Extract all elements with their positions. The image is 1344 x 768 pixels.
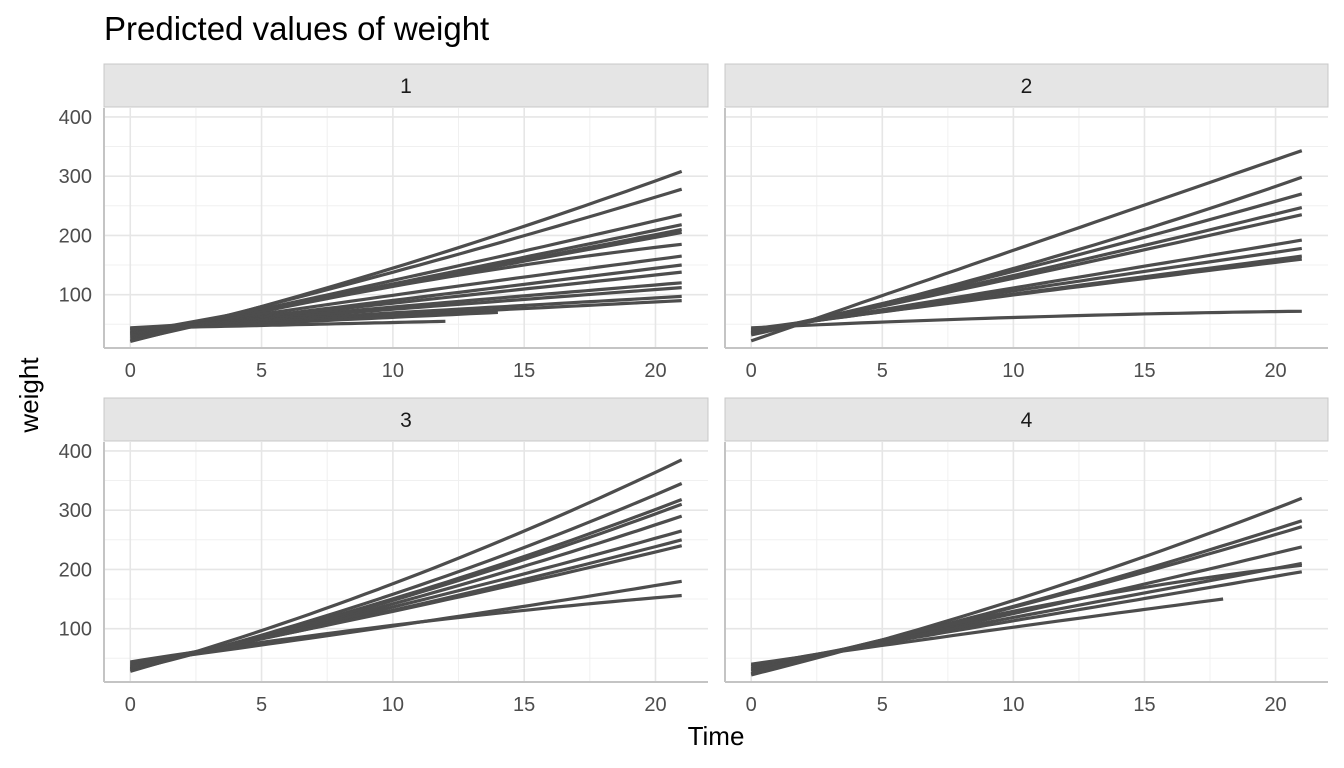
y-axis-label: weight bbox=[14, 357, 44, 434]
series-line bbox=[751, 309, 1302, 330]
y-tick-label: 300 bbox=[59, 166, 92, 188]
facet-strip bbox=[103, 397, 709, 442]
x-tick-label: 15 bbox=[513, 360, 535, 382]
y-tick-label: 300 bbox=[59, 500, 92, 522]
facet-strip-label: 1 bbox=[400, 75, 412, 98]
facet-panel-3: 3 0 5 10 15 20 100 200 300 400 bbox=[59, 397, 709, 716]
series-line bbox=[130, 319, 446, 330]
x-tick-label: 5 bbox=[256, 694, 267, 716]
x-tick-label: 20 bbox=[644, 360, 666, 382]
series-line bbox=[129, 498, 683, 671]
x-tick-label: 15 bbox=[513, 694, 535, 716]
x-tick-label: 10 bbox=[382, 360, 404, 382]
series-line bbox=[750, 149, 1303, 343]
series-line bbox=[130, 544, 683, 666]
x-tick-label: 0 bbox=[125, 694, 136, 716]
facet-strip bbox=[724, 63, 1329, 108]
x-tick-label: 15 bbox=[1133, 360, 1155, 382]
facet-panel-4: 4 0 5 10 15 20 bbox=[724, 397, 1329, 716]
x-tick-label: 10 bbox=[1002, 694, 1024, 716]
y-tick-label: 400 bbox=[59, 107, 92, 129]
y-tick-label: 200 bbox=[59, 559, 92, 581]
x-tick-label: 20 bbox=[1264, 360, 1286, 382]
x-axis-label: Time bbox=[688, 721, 745, 751]
x-tick-label: 20 bbox=[644, 694, 666, 716]
facet-strip bbox=[724, 397, 1329, 442]
x-tick-label: 10 bbox=[1002, 360, 1024, 382]
x-tick-label: 10 bbox=[382, 694, 404, 716]
x-tick-label: 5 bbox=[256, 360, 267, 382]
y-tick-label: 100 bbox=[59, 619, 92, 641]
series-line bbox=[750, 213, 1303, 335]
x-tick-label: 20 bbox=[1264, 694, 1286, 716]
facet-strip-label: 4 bbox=[1021, 409, 1033, 432]
facet-panel-2: 20 5 10 15 20 bbox=[724, 63, 1329, 382]
facet-strip-label: 2 bbox=[1021, 75, 1033, 98]
series-line bbox=[750, 257, 1302, 331]
y-tick-label: 100 bbox=[59, 285, 92, 307]
series-line bbox=[129, 482, 683, 672]
facet-strip bbox=[103, 63, 709, 108]
series-line bbox=[750, 597, 1224, 666]
x-tick-label: 5 bbox=[877, 694, 888, 716]
x-tick-label: 0 bbox=[746, 360, 757, 382]
series-line bbox=[129, 458, 683, 673]
x-tick-label: 0 bbox=[746, 694, 757, 716]
x-tick-label: 15 bbox=[1133, 694, 1155, 716]
series-line bbox=[130, 593, 682, 664]
x-tick-label: 5 bbox=[877, 360, 888, 382]
y-tick-label: 200 bbox=[59, 225, 92, 247]
chart-title: Predicted values of weight bbox=[104, 10, 489, 47]
x-tick-label: 0 bbox=[125, 360, 136, 382]
y-tick-label: 400 bbox=[59, 441, 92, 463]
facet-strip-label: 3 bbox=[400, 409, 412, 432]
